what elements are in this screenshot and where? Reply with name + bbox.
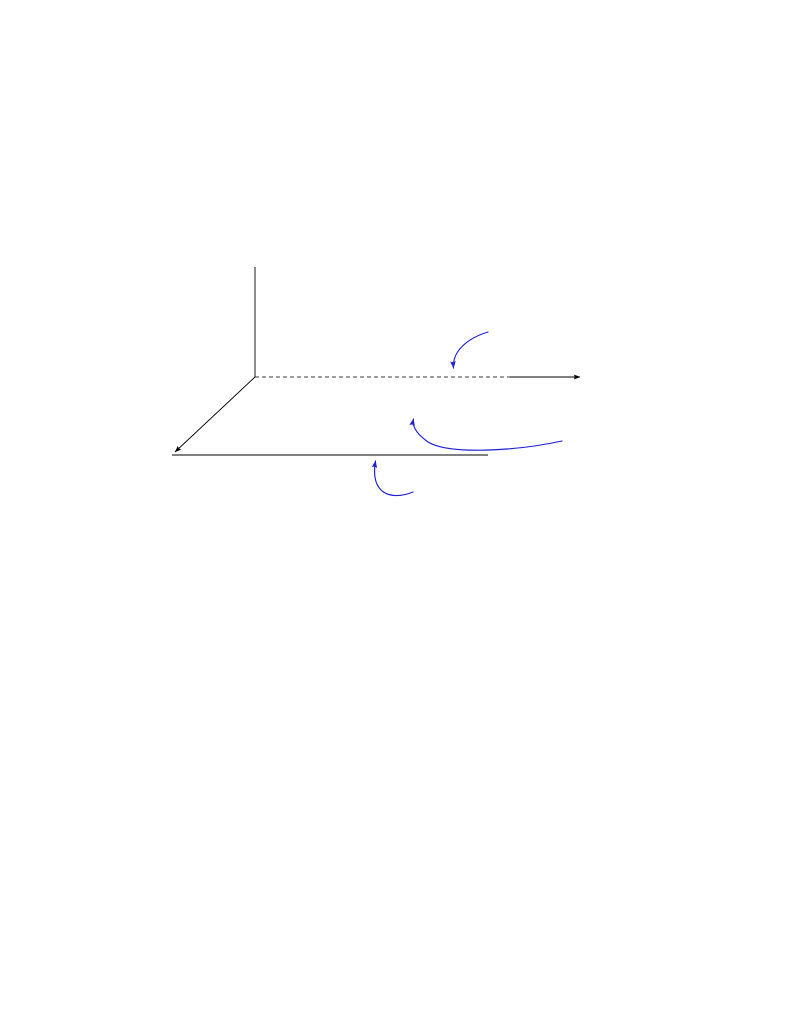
arrow-region-icon (409, 418, 563, 451)
t-axis-line (174, 376, 256, 453)
arrow-initial-hypersurface-icon (450, 331, 489, 369)
arrow-final-hypersurface-icon (371, 460, 414, 497)
